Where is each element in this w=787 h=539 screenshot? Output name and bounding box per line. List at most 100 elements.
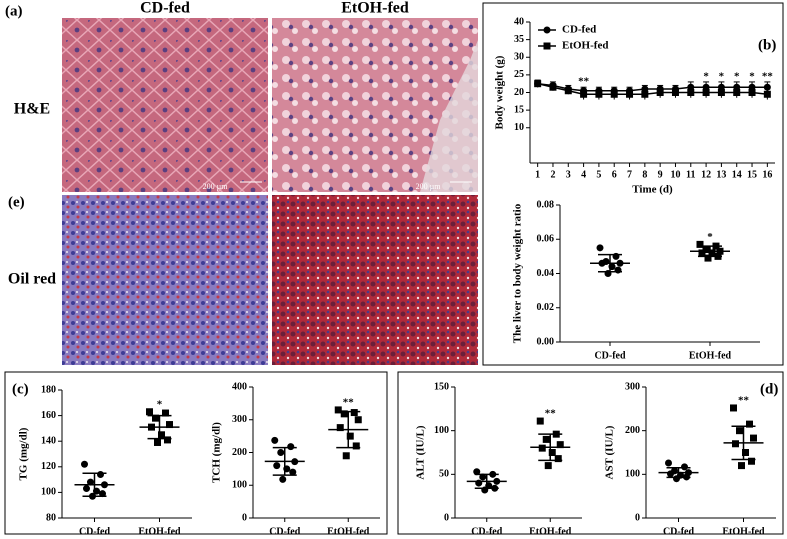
marker	[287, 443, 295, 451]
marker	[626, 90, 634, 98]
legend-label: EtOH-fed	[562, 40, 608, 52]
marker	[763, 90, 771, 98]
marker	[473, 468, 481, 476]
marker	[681, 463, 688, 471]
column-label: EtOH-fed	[341, 0, 409, 17]
x-tick-label: 5	[596, 169, 601, 180]
x-tick-label: CD-fed	[471, 526, 503, 537]
panel-frame	[397, 371, 784, 535]
annotation: *	[719, 70, 725, 82]
marker	[279, 475, 287, 483]
y-tick-label: 140	[41, 435, 56, 446]
marker	[698, 249, 706, 257]
panel-frame	[4, 371, 388, 535]
y-tick-label: 30	[514, 52, 524, 63]
row-label: H&E	[14, 101, 50, 118]
x-tick-label: 1	[535, 169, 540, 180]
micrograph	[272, 195, 478, 365]
y-axis-label: The liver to body weight ratio	[512, 203, 524, 343]
marker	[748, 89, 756, 96]
annotation: *	[734, 70, 740, 82]
y-tick-label: 180	[41, 384, 56, 395]
x-tick-label: EtOH-fed	[138, 526, 181, 537]
marker	[596, 244, 604, 252]
column-label: CD-fed	[140, 0, 190, 17]
marker	[696, 240, 704, 248]
marker	[730, 404, 737, 412]
panel-label: (d)	[760, 381, 778, 397]
y-tick-label: 0.02	[537, 302, 555, 313]
marker	[538, 444, 546, 452]
x-tick-label: 9	[658, 169, 663, 180]
y-tick-label: 0.06	[537, 234, 555, 245]
marker	[702, 246, 710, 254]
y-tick-label: 0.08	[537, 199, 555, 210]
marker	[543, 42, 551, 50]
y-tick-label: 80	[46, 512, 56, 523]
micrograph	[62, 18, 268, 192]
x-tick-label: CD-fed	[79, 526, 111, 537]
y-tick-label: 120	[41, 461, 56, 472]
x-tick-label: EtOH-fed	[327, 526, 370, 537]
marker	[99, 490, 106, 498]
panel-label: (c)	[12, 381, 29, 397]
x-tick-label: EtOH-fed	[689, 350, 732, 361]
row-label: Oil red	[8, 271, 56, 288]
x-tick-label: EtOH-fed	[529, 526, 572, 537]
x-tick-label: CD-fed	[269, 526, 301, 537]
marker	[708, 249, 716, 257]
marker	[733, 89, 741, 96]
panel-frame	[482, 2, 784, 366]
y-tick-label: 200	[232, 447, 247, 458]
annotation: *	[703, 70, 709, 82]
y-tick-label: 150	[434, 381, 449, 392]
marker	[81, 460, 88, 468]
marker	[548, 449, 556, 456]
x-tick-label: CD-fed	[594, 350, 626, 361]
marker	[158, 431, 165, 439]
annotation: **	[343, 396, 355, 408]
y-tick-label: 0.04	[537, 268, 555, 279]
annotation: **	[545, 408, 557, 420]
marker	[83, 485, 90, 493]
y-tick-label: 35	[514, 34, 524, 45]
marker	[564, 87, 572, 95]
annotation: *	[707, 231, 713, 243]
marker	[736, 427, 743, 435]
marker	[164, 436, 171, 444]
marker	[277, 449, 285, 456]
marker	[556, 441, 564, 449]
marker	[334, 406, 342, 414]
y-tick-label: 100	[625, 469, 640, 480]
annotation: **	[578, 76, 590, 88]
marker	[667, 470, 674, 478]
y-axis-label: ALT (IU/L)	[415, 425, 427, 479]
marker	[162, 409, 169, 417]
marker	[610, 90, 618, 98]
panel-label: (b)	[758, 37, 776, 53]
scale-label: 200 µm	[416, 182, 442, 191]
annotation: **	[738, 394, 750, 406]
x-tick-label: 4	[581, 169, 586, 180]
marker	[166, 421, 173, 429]
marker	[152, 414, 159, 422]
y-tick-label: 25	[514, 69, 524, 80]
y-tick-label: 100	[434, 425, 449, 436]
marker	[87, 478, 94, 486]
x-tick-label: 11	[686, 169, 695, 180]
legend-label: CD-fed	[562, 24, 596, 36]
marker	[273, 462, 281, 470]
y-tick-label: 40	[514, 16, 524, 27]
panel-label: (a)	[5, 3, 23, 19]
y-tick-label: 300	[232, 414, 247, 425]
x-axis-label: Time (d)	[632, 184, 673, 196]
marker	[346, 432, 354, 440]
y-axis-label: TG (mg/dl)	[18, 427, 30, 480]
marker	[746, 420, 753, 428]
y-axis-label: TCH (mg/dl)	[211, 422, 223, 483]
marker	[671, 89, 679, 96]
x-tick-label: 16	[762, 169, 772, 180]
annotation: *	[157, 398, 163, 410]
